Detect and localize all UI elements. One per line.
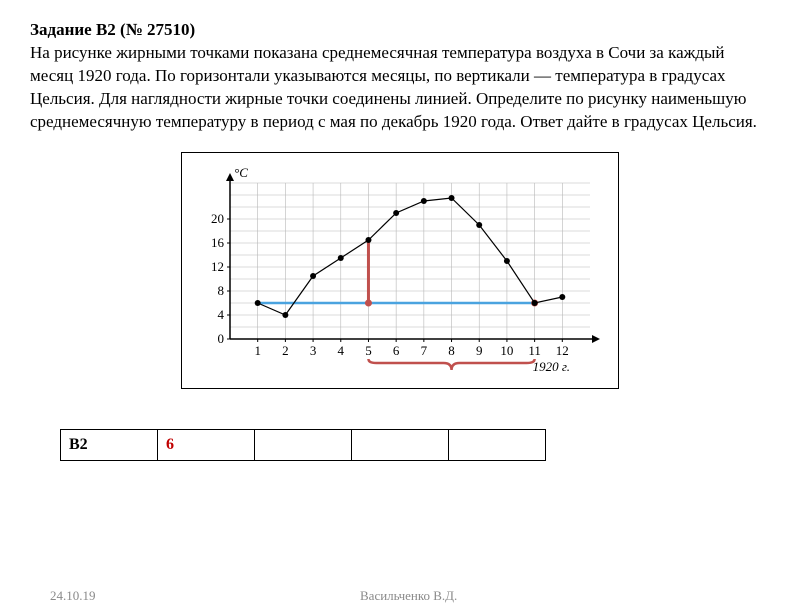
- table-row: B2 6: [61, 429, 546, 460]
- answer-table: B2 6: [60, 429, 546, 461]
- svg-text:1: 1: [254, 343, 261, 358]
- svg-text:°C: °C: [234, 165, 248, 180]
- svg-text:16: 16: [211, 235, 225, 250]
- task-title: Задание B2 (№ 27510): [30, 20, 770, 40]
- empty-cell: [352, 429, 449, 460]
- svg-text:0: 0: [218, 331, 225, 346]
- task-title-suffix: ): [190, 20, 196, 39]
- svg-text:4: 4: [218, 307, 225, 322]
- svg-text:6: 6: [393, 343, 400, 358]
- footer-date: 24.10.19: [50, 588, 96, 604]
- svg-text:9: 9: [476, 343, 483, 358]
- svg-text:11: 11: [528, 343, 541, 358]
- svg-text:10: 10: [500, 343, 513, 358]
- svg-text:12: 12: [211, 259, 224, 274]
- svg-text:4: 4: [338, 343, 345, 358]
- footer-author: Васильченко В.Д.: [360, 588, 457, 604]
- svg-text:1920 г.: 1920 г.: [533, 359, 570, 374]
- empty-cell: [255, 429, 352, 460]
- svg-text:12: 12: [556, 343, 569, 358]
- answer-value: 6: [158, 429, 255, 460]
- task-title-prefix: Задание B2 (№: [30, 20, 147, 39]
- svg-text:5: 5: [365, 343, 372, 358]
- svg-text:8: 8: [448, 343, 455, 358]
- answer-label: B2: [61, 429, 158, 460]
- svg-text:8: 8: [218, 283, 225, 298]
- chart-container: 048121620123456789101112°C1920 г.: [181, 152, 619, 389]
- svg-text:2: 2: [282, 343, 289, 358]
- svg-text:20: 20: [211, 211, 224, 226]
- temperature-chart: 048121620123456789101112°C1920 г.: [190, 159, 610, 379]
- svg-text:7: 7: [421, 343, 428, 358]
- task-number: 27510: [147, 20, 190, 39]
- empty-cell: [449, 429, 546, 460]
- task-body: На рисунке жирными точками показана сред…: [30, 42, 770, 134]
- svg-text:3: 3: [310, 343, 317, 358]
